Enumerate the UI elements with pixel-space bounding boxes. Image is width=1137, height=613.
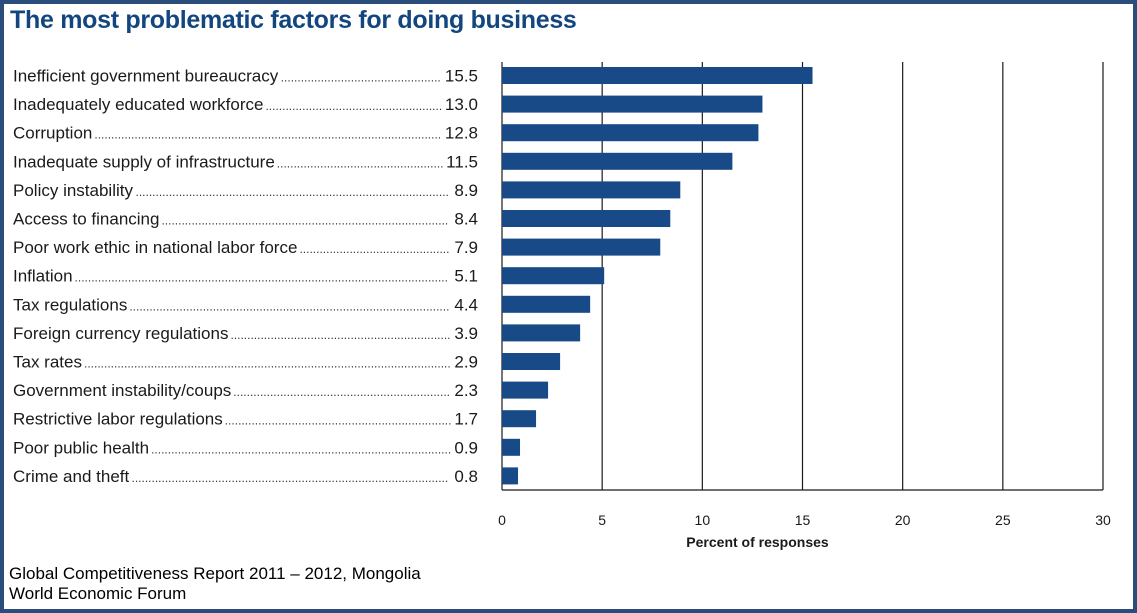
value-label-2: 12.8: [445, 124, 478, 143]
value-label-11: 2.3: [454, 381, 478, 400]
x-tick-label-10: 10: [695, 512, 711, 528]
source-line-2: World Economic Forum: [9, 584, 187, 603]
bar-10: [502, 353, 561, 370]
dot-leader-1: ........................................…: [265, 99, 442, 113]
dot-leader-14: ........................................…: [131, 471, 448, 485]
value-label-13: 0.9: [454, 438, 478, 457]
category-label-14: Crime and theft: [13, 467, 129, 486]
value-label-3: 11.5: [446, 152, 478, 171]
value-label-4: 8.9: [454, 181, 478, 200]
x-axis-title: Percent of responses: [686, 534, 829, 550]
category-label-9: Foreign currency regulations: [13, 324, 228, 343]
x-tick-label-5: 5: [598, 512, 606, 528]
bar-1: [502, 95, 763, 113]
dot-leader-10: ........................................…: [84, 357, 451, 371]
value-label-6: 7.9: [454, 238, 478, 257]
x-tick-label-25: 25: [995, 512, 1011, 528]
x-tick-label-20: 20: [895, 512, 911, 528]
dot-leader-13: ........................................…: [151, 442, 451, 456]
category-label-10: Tax rates: [13, 353, 82, 372]
bar-2: [502, 124, 759, 142]
source-line-1: Global Competitiveness Report 2011 – 201…: [9, 564, 421, 583]
bar-3: [502, 152, 733, 170]
x-tick-label-15: 15: [795, 512, 811, 528]
bar-14: [502, 467, 519, 485]
x-tick-label-30: 30: [1095, 512, 1111, 528]
category-label-13: Poor public health: [13, 438, 149, 457]
value-label-9: 3.9: [454, 324, 478, 343]
dot-leader-7: ........................................…: [75, 271, 448, 285]
value-label-12: 1.7: [454, 410, 478, 429]
category-label-1: Inadequately educated workforce: [13, 95, 263, 114]
value-label-5: 8.4: [454, 210, 478, 229]
chart-title: The most problematic factors for doing b…: [10, 6, 577, 34]
value-label-14: 0.8: [454, 467, 478, 486]
dot-leader-5: ........................................…: [161, 214, 448, 228]
value-label-1: 13.0: [445, 95, 478, 114]
category-label-4: Policy instability: [13, 181, 133, 200]
category-label-6: Poor work ethic in national labor force: [13, 238, 297, 257]
value-label-8: 4.4: [454, 295, 478, 314]
category-label-3: Inadequate supply of infrastructure: [13, 152, 275, 171]
category-label-8: Tax regulations: [13, 295, 127, 314]
bar-5: [502, 210, 671, 227]
dot-leader-2: ........................................…: [94, 128, 441, 142]
bar-9: [502, 324, 581, 342]
category-label-7: Inflation: [13, 267, 73, 286]
dot-leader-6: ........................................…: [299, 242, 449, 256]
bar-0: [502, 67, 813, 84]
bar-13: [502, 438, 521, 456]
bar-7: [502, 267, 605, 285]
bar-11: [502, 381, 549, 399]
dot-leader-0: ........................................…: [281, 71, 441, 85]
bar-6: [502, 238, 661, 256]
category-label-5: Access to financing: [13, 210, 159, 229]
x-tick-label-0: 0: [498, 512, 506, 528]
dot-leader-9: ........................................…: [230, 328, 450, 342]
bar-12: [502, 410, 537, 428]
value-label-7: 5.1: [454, 267, 478, 286]
dot-leader-11: ........................................…: [233, 385, 450, 399]
bar-4: [502, 181, 681, 199]
dot-leader-8: ........................................…: [129, 299, 449, 313]
category-label-12: Restrictive labor regulations: [13, 410, 223, 429]
dot-leader-3: ........................................…: [277, 156, 444, 170]
bar-8: [502, 295, 591, 313]
category-label-2: Corruption: [13, 124, 92, 143]
source-note: Global Competitiveness Report 2011 – 201…: [9, 564, 421, 604]
value-label-10: 2.9: [454, 353, 478, 372]
category-label-0: Inefficient government bureaucracy: [13, 67, 279, 86]
dot-leader-12: ........................................…: [225, 414, 452, 428]
value-label-0: 15.5: [445, 67, 478, 86]
category-label-11: Government instability/coups: [13, 381, 231, 400]
dot-leader-4: ........................................…: [135, 185, 448, 199]
